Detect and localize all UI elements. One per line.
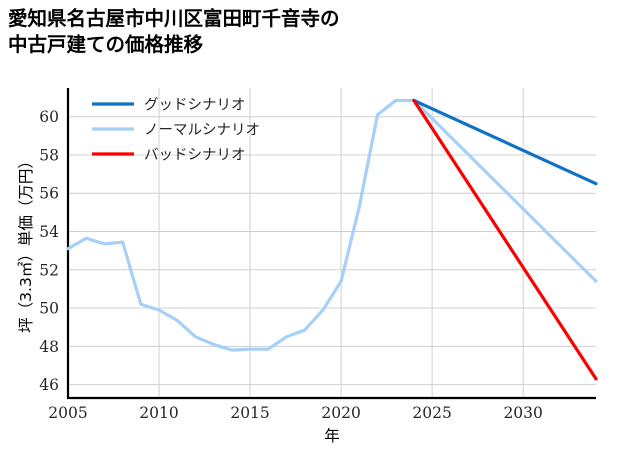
legend-label-1: ノーマルシナリオ xyxy=(144,123,260,139)
x-axis-title: 年 xyxy=(324,427,340,445)
y-tick-label: 54 xyxy=(39,223,59,241)
series-line-ノーマルシナリオ xyxy=(66,98,598,352)
y-tick-label: 60 xyxy=(39,108,59,126)
y-axis-title: 坪（3.3㎡）単価（万円） xyxy=(17,153,35,333)
x-tick-label: 2030 xyxy=(503,404,542,422)
x-tick-label: 2010 xyxy=(139,404,178,422)
legend-label-2: バッドシナリオ xyxy=(144,148,246,164)
legend-label-0: グッドシナリオ xyxy=(144,97,246,114)
series-line-グッドシナリオ xyxy=(412,98,598,186)
y-tick-label: 50 xyxy=(39,300,59,318)
series-line-バッドシナリオ xyxy=(412,98,598,381)
x-tick-label: 2025 xyxy=(412,404,451,422)
y-tick-label: 46 xyxy=(39,376,59,394)
x-tick-label: 2015 xyxy=(230,404,269,422)
chart-title: 愛知県名古屋市中川区富田町千音寺の 中古戸建ての価格推移 xyxy=(8,8,340,56)
y-tick-label: 52 xyxy=(39,261,59,279)
axis-spine xyxy=(66,88,596,400)
x-tick-label: 2020 xyxy=(321,404,360,422)
y-tick-label: 48 xyxy=(39,338,59,356)
y-tick-label: 58 xyxy=(39,146,59,164)
x-tick-label: 2005 xyxy=(48,404,87,422)
y-tick-label: 56 xyxy=(39,185,59,203)
